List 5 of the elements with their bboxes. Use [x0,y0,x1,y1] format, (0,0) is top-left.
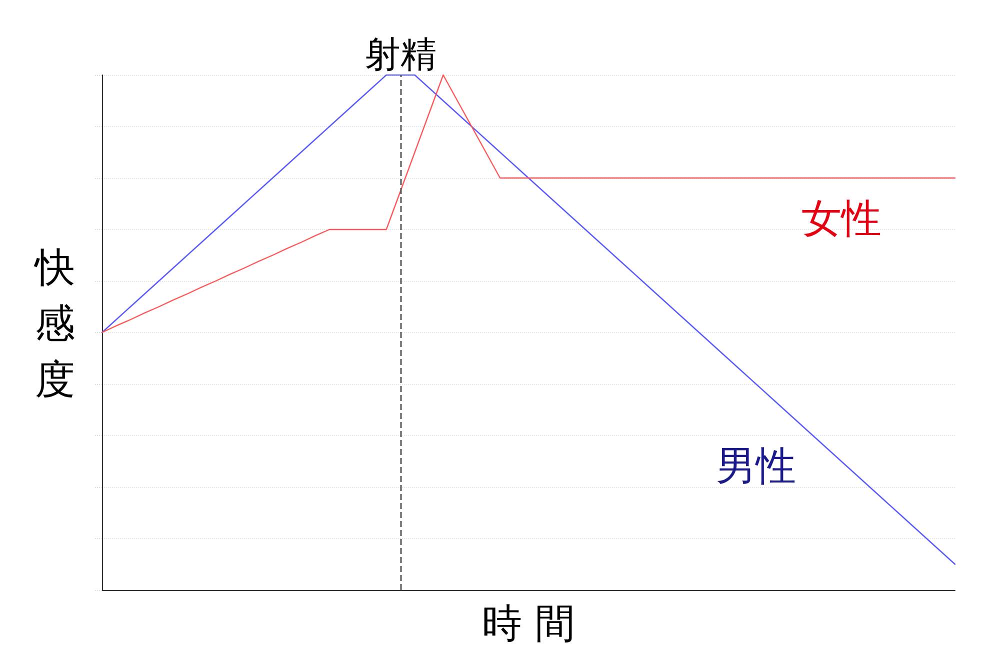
series-label: 女性 [801,196,882,242]
annotation: 射精 [364,34,437,76]
y-axis-title: 快感度 [33,245,75,403]
series-label: 男性 [716,443,796,490]
x-axis-title: 時 間 [482,601,575,647]
